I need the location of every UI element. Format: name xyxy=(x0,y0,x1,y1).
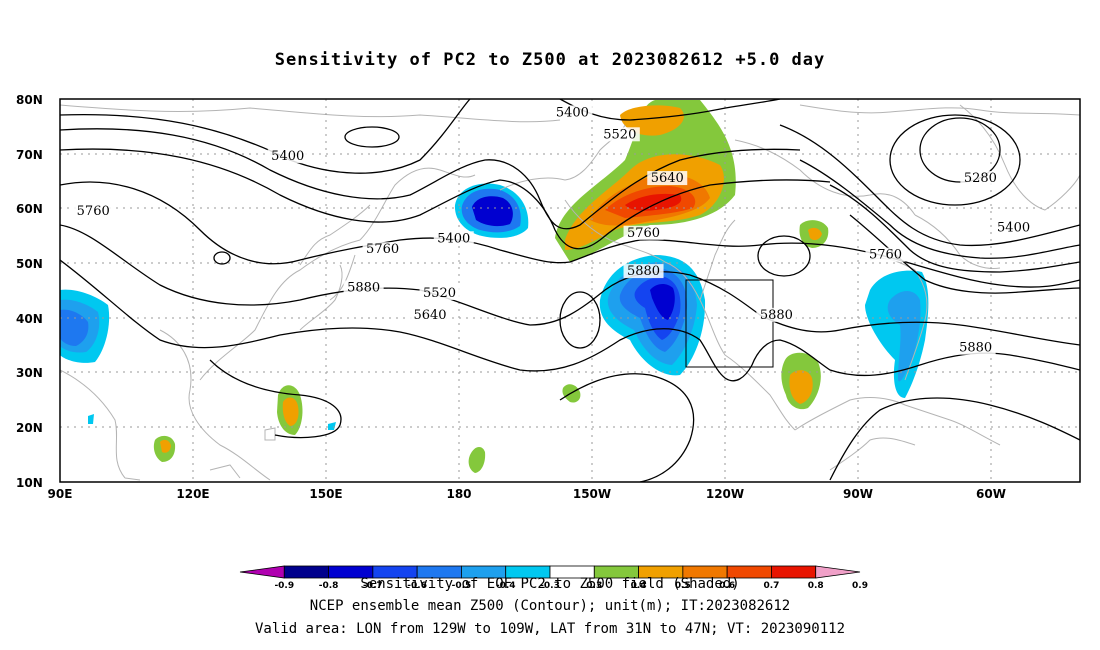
contour-label-bg xyxy=(865,247,906,262)
contour-label-bg xyxy=(599,127,640,142)
caption-line-1: Sensitivity of EOF PC2 to Z500 field (Sh… xyxy=(360,576,740,592)
lon-axis: 90E 120E 150E 180 150W 120W 90W 60W xyxy=(48,487,1006,501)
contour-label: 5400 xyxy=(556,105,589,120)
lat-label: 30N xyxy=(16,366,43,380)
contour-label: 5400 xyxy=(437,231,470,246)
lat-label: 10N xyxy=(16,476,43,490)
contour-label-bg xyxy=(960,171,1001,186)
colorbar-label: -0.5 xyxy=(452,581,472,591)
colorbar-label: 0.9 xyxy=(852,581,868,591)
lon-label: 90E xyxy=(48,487,73,501)
contour-label: 5880 xyxy=(627,264,660,279)
sensitivity-shading xyxy=(60,100,929,473)
contour-label-bg xyxy=(362,242,403,257)
colorbar-label: -0.6 xyxy=(407,581,427,591)
contour-label-bg xyxy=(419,285,460,300)
caption-line-2: NCEP ensemble mean Z500 (Contour); unit(… xyxy=(309,598,791,614)
lon-label: 180 xyxy=(446,487,471,501)
lat-label: 70N xyxy=(16,148,43,162)
colorbar-label: 0.8 xyxy=(808,581,824,591)
contour-label: 5520 xyxy=(423,286,456,301)
contour-label: 5760 xyxy=(627,226,660,241)
contour-label: 5760 xyxy=(366,242,399,257)
colorbar-label: 0.3 xyxy=(586,581,602,591)
lat-label: 50N xyxy=(16,257,43,271)
contour-label-bg xyxy=(410,307,451,322)
contour-label: 5640 xyxy=(651,171,684,186)
lat-axis: 80N 70N 60N 50N 40N 30N 20N 10N xyxy=(16,93,43,490)
contour-label: 5640 xyxy=(413,308,446,323)
gridlines xyxy=(60,99,1080,482)
lon-label: 150E xyxy=(309,487,342,501)
colorbar-label: -0.4 xyxy=(496,581,516,591)
colorbar-label: 0.6 xyxy=(719,581,735,591)
lon-label: 90W xyxy=(843,487,873,501)
lat-label: 60N xyxy=(16,202,43,216)
colorbar-label: -0.8 xyxy=(319,581,339,591)
lat-label: 40N xyxy=(16,312,43,326)
valid-area-box xyxy=(685,279,774,368)
contour-label-bg xyxy=(955,340,996,355)
contour-label-bg xyxy=(756,307,797,322)
map-frame xyxy=(59,98,1081,483)
plot-title: Sensitivity of PC2 to Z500 at 2023082612… xyxy=(274,50,826,70)
lon-label: 120E xyxy=(176,487,209,501)
contour-label-bg xyxy=(993,220,1034,235)
contour-label-bg xyxy=(73,203,114,218)
contour-label-bg xyxy=(343,280,384,295)
contour-label: 5760 xyxy=(869,248,902,263)
contour-label: 5280 xyxy=(964,171,997,186)
colorbar-label: -0.7 xyxy=(363,581,383,591)
colorbar-swatch xyxy=(815,565,861,579)
contour-label-bg xyxy=(623,225,664,240)
contour-labels: 5400 5400 5520 5640 5280 5400 5400 5760 5760 5760… xyxy=(73,105,1034,356)
lat-label: 20N xyxy=(16,421,43,435)
contour-label-bg xyxy=(267,149,308,164)
colorbar: -0.9 -0.8 -0.7 -0.6 -0.5 -0.4 -0.3 0.3 0.4 0.5 0.6… xyxy=(239,565,868,591)
contour-label: 5880 xyxy=(760,308,793,323)
contour-label: 5880 xyxy=(347,281,380,296)
contour-label: 5760 xyxy=(77,204,110,219)
z500-contours xyxy=(60,99,1080,482)
colorbar-label: 0.7 xyxy=(763,581,779,591)
lat-label: 80N xyxy=(16,93,43,107)
contour-label: 5520 xyxy=(603,127,636,142)
colorbar-label: -0.3 xyxy=(540,581,560,591)
lon-label: 120W xyxy=(706,487,744,501)
contour-label: 5400 xyxy=(997,220,1030,235)
contour-label-bg xyxy=(552,105,593,120)
contour-label-bg xyxy=(623,264,664,279)
caption-line-3: Valid area: LON from 129W to 109W, LAT f… xyxy=(254,621,845,637)
colorbar-label: 0.4 xyxy=(631,581,647,591)
lon-label: 150W xyxy=(573,487,611,501)
contour-label-bg xyxy=(647,171,688,186)
colorbar-label: 0.5 xyxy=(675,581,691,591)
lon-label: 60W xyxy=(976,487,1006,501)
contour-label-bg xyxy=(433,231,474,246)
contour-label: 5880 xyxy=(959,341,992,356)
coastlines xyxy=(60,104,1080,481)
colorbar-label: -0.9 xyxy=(274,581,294,591)
contour-label: 5400 xyxy=(271,149,304,164)
